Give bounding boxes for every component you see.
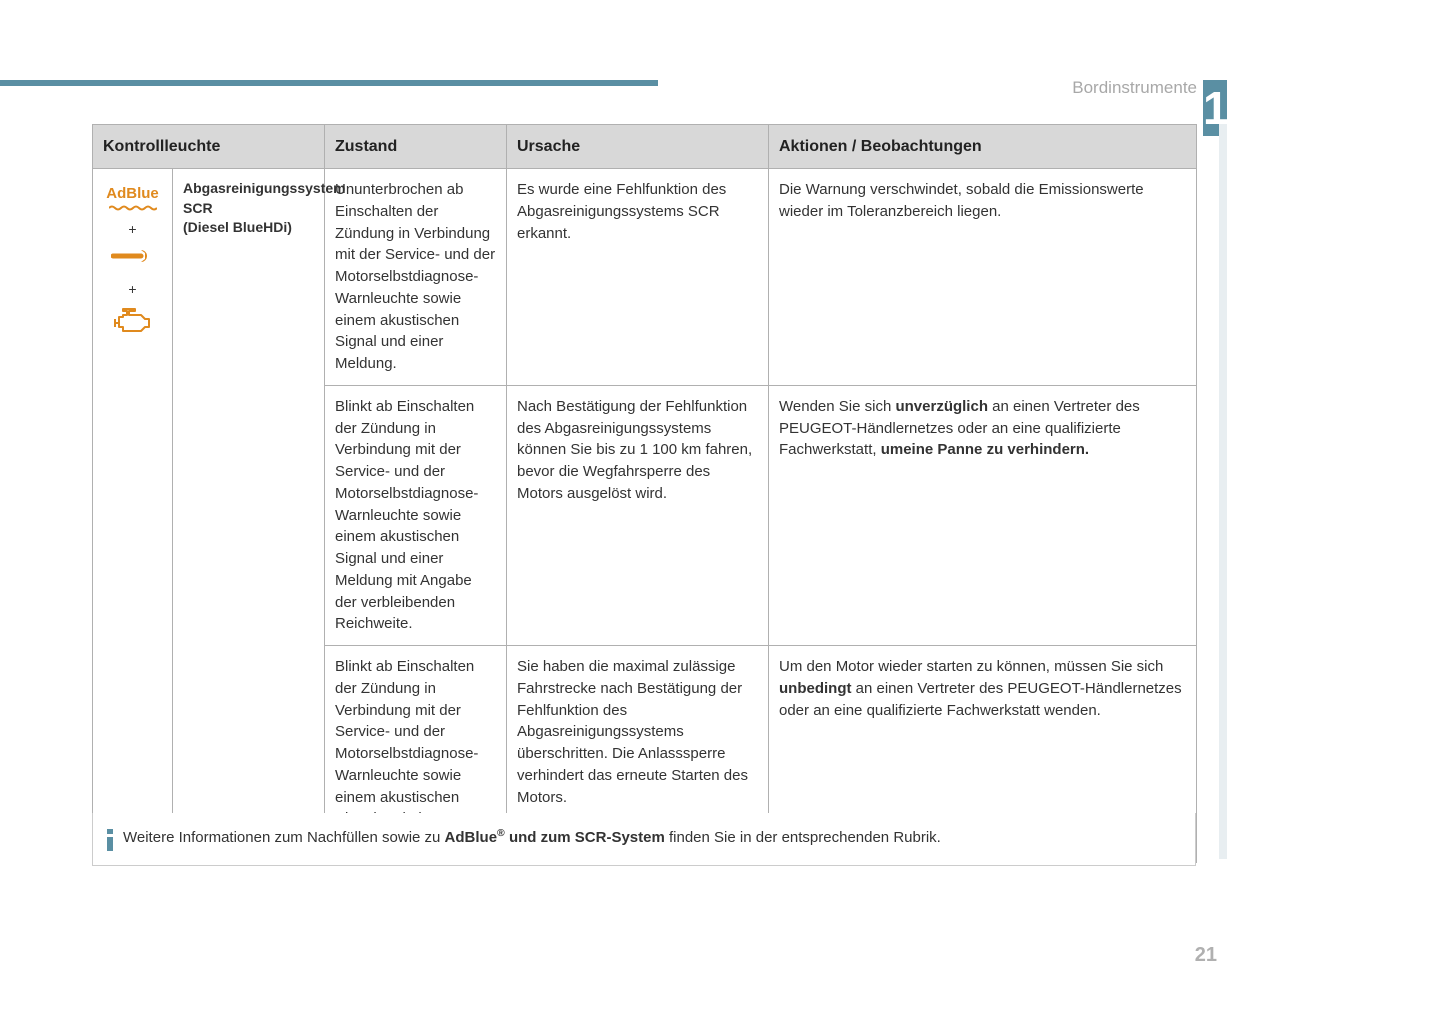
action-cell: Wenden Sie sich unverzüglich an einen Ve…: [769, 385, 1197, 645]
action-text: Die Warnung verschwindet, sobald die Emi…: [779, 181, 1144, 220]
indicator-name-line2: SCR: [183, 200, 213, 216]
plus-separator: +: [103, 279, 162, 299]
info-text-bold: ®: [497, 827, 505, 839]
info-box: Weitere Informationen zum Nachfüllen sow…: [92, 813, 1196, 866]
state-cell: Ununterbrochen ab Einschalten der Zündun…: [325, 169, 507, 386]
action-text-bold: unbedingt: [779, 680, 851, 697]
table-header-row: Kontrollleuchte Zustand Ursache Aktionen…: [93, 125, 1197, 169]
plus-separator: +: [103, 219, 162, 239]
info-icon: [107, 829, 113, 851]
info-text-bold: und zum SCR-System: [505, 829, 665, 846]
adblue-icon-label: AdBlue: [103, 183, 162, 205]
action-text: Wenden Sie sich: [779, 398, 895, 415]
indicator-name-line3: (Diesel BlueHDi): [183, 219, 292, 235]
warning-table: Kontrollleuchte Zustand Ursache Aktionen…: [92, 124, 1196, 863]
col-header-aktionen: Aktionen / Beobachtungen: [769, 125, 1197, 169]
info-text-part: finden Sie in der entsprechenden Rubrik.: [665, 829, 941, 846]
adblue-wave-icon: [109, 205, 157, 211]
info-text-bold: AdBlue: [445, 829, 498, 846]
col-header-kontrollleuchte: Kontrollleuchte: [93, 125, 325, 169]
header-accent-bar: [0, 80, 658, 86]
cause-cell: Nach Bestätigung der Fehlfunktion des Ab…: [507, 385, 769, 645]
page-number: 21: [1195, 944, 1217, 967]
state-cell: Blinkt ab Einschalten der Zündung in Ver…: [325, 385, 507, 645]
indicator-name-cell: Abgasreinigungssystem SCR (Diesel BlueHD…: [173, 169, 325, 863]
info-text: Weitere Informationen zum Nachfüllen sow…: [123, 827, 941, 846]
table-row: AdBlue + +: [93, 169, 1197, 386]
indicator-name-line1: Abgasreinigungssystem: [183, 180, 346, 196]
wrench-icon: [103, 247, 162, 270]
action-text: Um den Motor wieder starten zu können, m…: [779, 658, 1163, 675]
indicator-icons-cell: AdBlue + +: [93, 169, 173, 863]
engine-icon: [103, 307, 162, 342]
col-header-ursache: Ursache: [507, 125, 769, 169]
action-text-bold: unverzüglich: [895, 398, 988, 415]
action-cell: Die Warnung verschwindet, sobald die Emi…: [769, 169, 1197, 386]
side-accent-strip: [1219, 124, 1227, 859]
cause-cell: Es wurde eine Fehlfunktion des Abgasrein…: [507, 169, 769, 386]
action-text-bold: umeine Panne zu verhindern.: [881, 441, 1089, 458]
section-label: Bordinstrumente: [1072, 78, 1197, 98]
col-header-zustand: Zustand: [325, 125, 507, 169]
info-text-part: Weitere Informationen zum Nachfüllen sow…: [123, 829, 445, 846]
